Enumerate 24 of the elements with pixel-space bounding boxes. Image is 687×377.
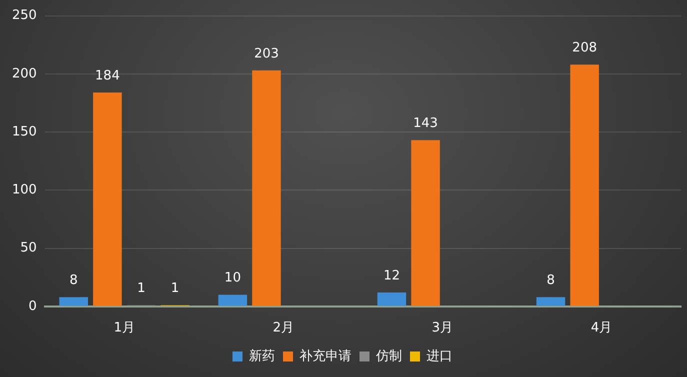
y-tick-label: 150 [12, 124, 37, 140]
y-tick-label: 250 [12, 8, 37, 24]
legend-label: 进口 [426, 348, 452, 364]
legend-label: 补充申请 [300, 348, 352, 364]
legend-label: 新药 [249, 348, 275, 364]
y-tick-label: 200 [12, 66, 37, 82]
data-label: 8 [70, 272, 78, 288]
y-tick-label: 50 [20, 240, 37, 256]
y-tick-label: 100 [12, 182, 37, 198]
data-label: 1 [137, 281, 146, 296]
legend-label: 仿制 [375, 348, 402, 364]
x-tick-label: 1月 [114, 320, 135, 336]
data-label: 208 [572, 40, 597, 56]
data-label: 203 [254, 46, 279, 62]
data-label: 143 [413, 116, 438, 132]
data-label: 12 [383, 268, 400, 284]
data-label: 1 [170, 281, 180, 296]
data-label: 184 [95, 68, 120, 84]
data-label: 8 [546, 272, 555, 288]
data-label: 10 [224, 270, 241, 286]
x-tick-label: 3月 [432, 320, 454, 336]
x-tick-label: 4月 [590, 320, 612, 336]
y-tick-label: 0 [28, 298, 37, 314]
x-tick-label: 2月 [272, 320, 294, 336]
